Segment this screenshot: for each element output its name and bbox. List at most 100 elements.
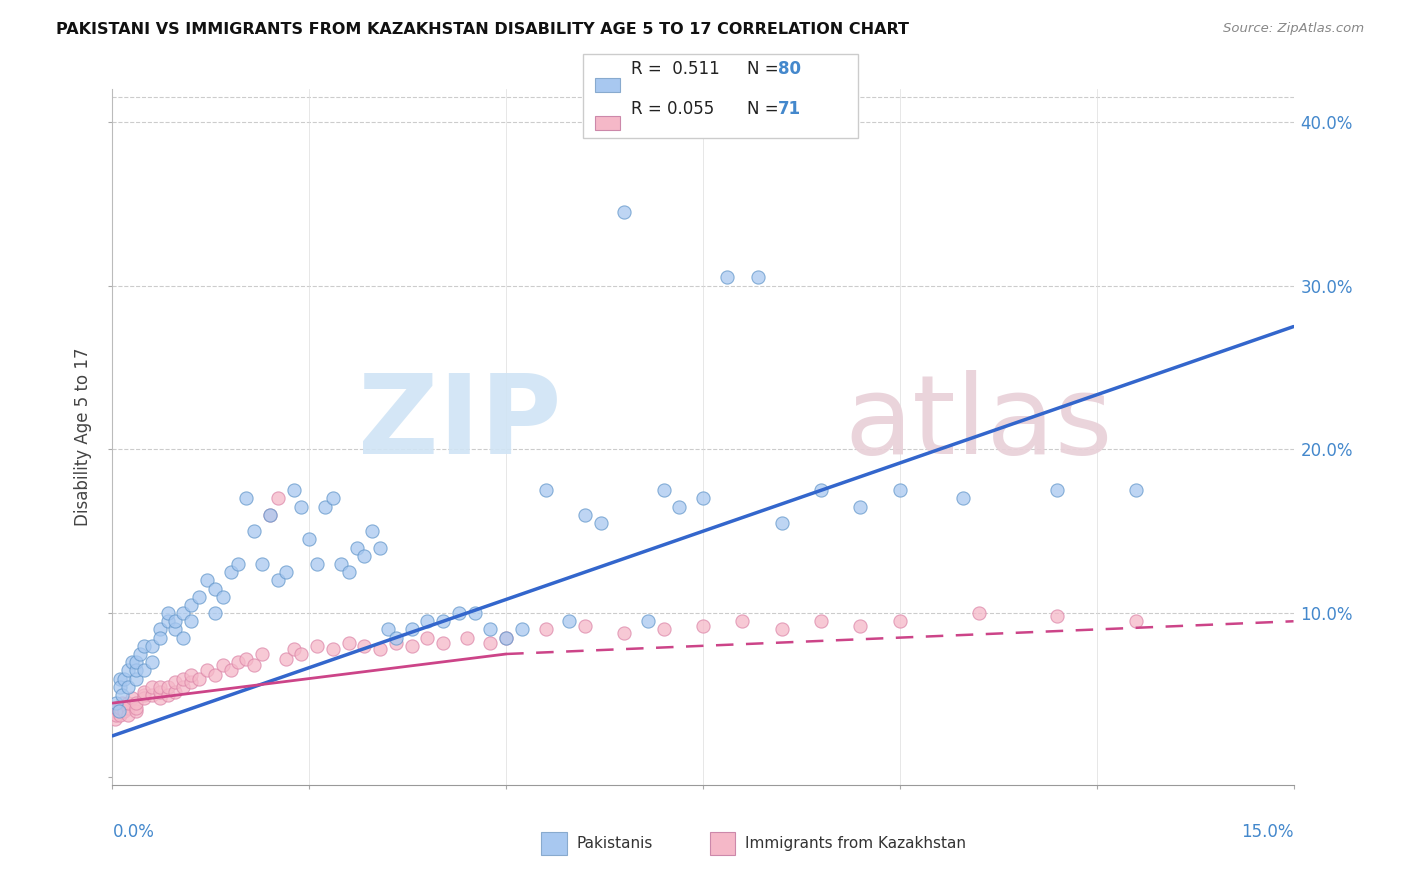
- Point: [156, 680, 179, 694]
- Point: [613, 205, 636, 219]
- Point: [401, 639, 423, 653]
- Point: [967, 606, 990, 620]
- Point: [259, 508, 281, 522]
- Point: [368, 642, 391, 657]
- Point: [195, 664, 218, 678]
- Point: [165, 674, 187, 689]
- Point: [204, 668, 226, 682]
- Point: [165, 623, 187, 637]
- Point: [219, 664, 242, 678]
- Point: [132, 691, 155, 706]
- Point: [267, 491, 290, 506]
- Point: [125, 701, 148, 715]
- Point: [211, 590, 233, 604]
- Point: [589, 516, 612, 530]
- Point: [849, 500, 872, 514]
- Point: [125, 672, 148, 686]
- Text: R = 0.055: R = 0.055: [631, 100, 714, 118]
- Point: [849, 619, 872, 633]
- Point: [121, 655, 143, 669]
- Text: N =: N =: [747, 60, 783, 78]
- Point: [250, 647, 273, 661]
- Point: [149, 684, 172, 698]
- Point: [165, 684, 187, 698]
- Point: [534, 623, 557, 637]
- Point: [149, 680, 172, 694]
- Point: [149, 691, 172, 706]
- Point: [228, 655, 250, 669]
- Text: PAKISTANI VS IMMIGRANTS FROM KAZAKHSTAN DISABILITY AGE 5 TO 17 CORRELATION CHART: PAKISTANI VS IMMIGRANTS FROM KAZAKHSTAN …: [56, 22, 910, 37]
- Text: Pakistanis: Pakistanis: [576, 836, 652, 851]
- Point: [219, 565, 242, 579]
- Point: [117, 696, 139, 710]
- Point: [132, 688, 155, 702]
- Point: [132, 684, 155, 698]
- Point: [172, 606, 194, 620]
- Point: [235, 491, 257, 506]
- Point: [464, 606, 486, 620]
- Text: R =  0.511: R = 0.511: [631, 60, 720, 78]
- Point: [377, 623, 399, 637]
- Point: [952, 491, 974, 506]
- Point: [574, 619, 596, 633]
- Point: [692, 619, 714, 633]
- Point: [495, 631, 517, 645]
- Text: ZIP: ZIP: [359, 369, 561, 476]
- Point: [105, 701, 128, 715]
- Point: [889, 483, 911, 498]
- Point: [652, 483, 675, 498]
- Point: [747, 270, 769, 285]
- Point: [149, 631, 172, 645]
- Point: [770, 623, 793, 637]
- Text: atlas: atlas: [845, 369, 1114, 476]
- Point: [368, 541, 391, 555]
- Point: [510, 623, 533, 637]
- Point: [117, 707, 139, 722]
- Point: [353, 639, 375, 653]
- Point: [668, 500, 690, 514]
- Point: [432, 635, 454, 649]
- Point: [337, 565, 360, 579]
- Point: [637, 614, 659, 628]
- Point: [692, 491, 714, 506]
- Point: [172, 680, 194, 694]
- Point: [141, 655, 163, 669]
- Point: [1125, 614, 1147, 628]
- Point: [156, 606, 179, 620]
- Point: [195, 574, 218, 588]
- Point: [121, 691, 143, 706]
- Point: [329, 557, 352, 571]
- Point: [416, 631, 439, 645]
- Point: [112, 672, 135, 686]
- Point: [172, 672, 194, 686]
- Point: [180, 674, 202, 689]
- Text: N =: N =: [747, 100, 783, 118]
- Point: [1046, 483, 1069, 498]
- Point: [1046, 609, 1069, 624]
- Text: 80: 80: [778, 60, 800, 78]
- Point: [652, 623, 675, 637]
- Point: [401, 623, 423, 637]
- Point: [889, 614, 911, 628]
- Point: [243, 658, 266, 673]
- Point: [274, 565, 297, 579]
- Point: [141, 639, 163, 653]
- Point: [141, 680, 163, 694]
- Point: [107, 704, 129, 718]
- Point: [314, 500, 336, 514]
- Point: [107, 704, 129, 718]
- Point: [290, 647, 312, 661]
- Point: [188, 590, 211, 604]
- Point: [156, 688, 179, 702]
- Point: [204, 606, 226, 620]
- Point: [1125, 483, 1147, 498]
- Text: 0.0%: 0.0%: [112, 822, 155, 840]
- Point: [180, 668, 202, 682]
- Point: [385, 635, 408, 649]
- Point: [385, 631, 408, 645]
- Point: [346, 541, 368, 555]
- Point: [105, 696, 128, 710]
- Point: [111, 696, 134, 710]
- Point: [290, 500, 312, 514]
- Point: [322, 491, 344, 506]
